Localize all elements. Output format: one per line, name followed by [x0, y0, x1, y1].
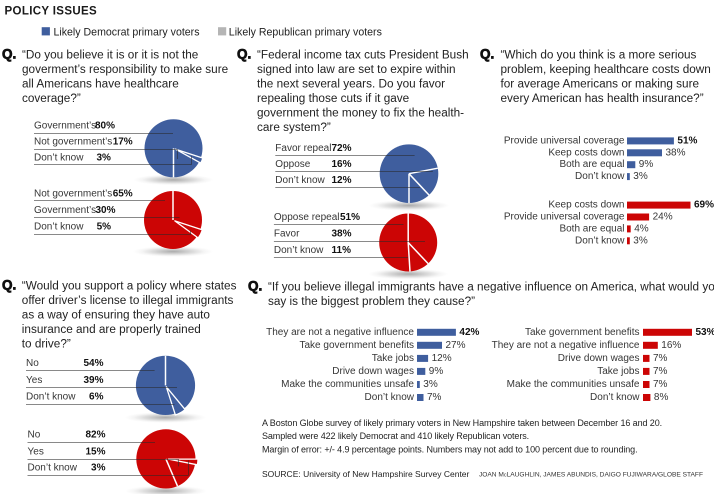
svg-text:42%: 42%: [459, 327, 479, 338]
svg-text:Government’s: Government’s: [34, 121, 96, 132]
svg-text:51%: 51%: [677, 135, 697, 146]
svg-text:Provide universal coverage: Provide universal coverage: [504, 212, 625, 223]
svg-text:Yes: Yes: [28, 446, 44, 457]
svg-text:Likely Republican primary vote: Likely Republican primary voters: [229, 26, 382, 38]
svg-text:Don’t know: Don’t know: [575, 171, 625, 182]
svg-text:3%: 3%: [91, 463, 106, 474]
svg-text:Q.: Q.: [237, 46, 251, 61]
svg-text:“Which do you think is a more: “Which do you think is a more serious pro…: [501, 48, 711, 105]
svg-text:7%: 7%: [653, 353, 668, 364]
svg-text:Keep costs down: Keep costs down: [548, 200, 624, 211]
svg-text:7%: 7%: [653, 366, 668, 377]
svg-text:Oppose repeal: Oppose repeal: [274, 212, 340, 223]
svg-text:Not government’s: Not government’s: [34, 188, 112, 199]
svg-text:3%: 3%: [423, 379, 438, 390]
svg-text:Both are equal: Both are equal: [559, 159, 624, 170]
svg-text:Take jobs: Take jobs: [597, 366, 639, 377]
svg-text:Favor: Favor: [274, 228, 300, 239]
svg-text:16%: 16%: [332, 159, 352, 170]
svg-text:Make the communities unsafe: Make the communities unsafe: [507, 379, 640, 390]
svg-text:Oppose: Oppose: [275, 159, 310, 170]
svg-text:They are not a negative influe: They are not a negative influence: [492, 340, 640, 351]
svg-text:“Do you believe it is or it is: “Do you believe it is or it is not the go…: [22, 48, 229, 105]
svg-text:Likely Democrat primary voters: Likely Democrat primary voters: [54, 26, 200, 38]
svg-text:Both are equal: Both are equal: [559, 223, 624, 234]
svg-text:51%: 51%: [340, 212, 360, 223]
svg-text:6%: 6%: [89, 391, 104, 402]
svg-text:“Federal income tax cuts Presi: “Federal income tax cuts President Bush s…: [257, 48, 469, 133]
svg-text:Q.: Q.: [2, 278, 16, 293]
svg-text:Provide universal coverage: Provide universal coverage: [504, 135, 625, 146]
svg-text:“Would you support a policy wh: “Would you support a policy where states…: [22, 280, 237, 351]
svg-text:Make the communities unsafe: Make the communities unsafe: [281, 379, 414, 390]
svg-text:A Boston Globe survey of likel: A Boston Globe survey of likely primary …: [262, 418, 662, 454]
svg-text:53%: 53%: [696, 327, 714, 338]
svg-text:5%: 5%: [97, 222, 112, 233]
svg-text:38%: 38%: [332, 228, 352, 239]
svg-text:Yes: Yes: [26, 375, 42, 386]
svg-text:Take government benefits: Take government benefits: [525, 327, 640, 338]
svg-text:Q.: Q.: [2, 46, 16, 61]
svg-text:Don’t know: Don’t know: [365, 392, 415, 403]
svg-text:39%: 39%: [83, 375, 103, 386]
svg-text:3%: 3%: [633, 235, 648, 246]
svg-text:9%: 9%: [429, 366, 444, 377]
svg-text:Favor repeal: Favor repeal: [275, 143, 331, 154]
svg-text:11%: 11%: [332, 245, 352, 256]
svg-text:12%: 12%: [332, 175, 352, 186]
svg-text:They are not a negative influe: They are not a negative influence: [266, 327, 414, 338]
svg-text:16%: 16%: [661, 340, 681, 351]
svg-text:7%: 7%: [653, 379, 668, 390]
svg-text:Government’s: Government’s: [34, 205, 96, 216]
svg-text:7%: 7%: [427, 392, 442, 403]
svg-text:3%: 3%: [97, 152, 112, 163]
svg-text:38%: 38%: [666, 147, 686, 158]
svg-text:Don’t know: Don’t know: [28, 463, 78, 474]
svg-text:17%: 17%: [113, 137, 133, 148]
svg-text:No: No: [28, 429, 41, 440]
svg-text:27%: 27%: [446, 340, 466, 351]
svg-text:3%: 3%: [633, 171, 648, 182]
svg-text:Don’t know: Don’t know: [34, 152, 84, 163]
svg-text:9%: 9%: [639, 159, 654, 170]
svg-text:Take jobs: Take jobs: [372, 353, 414, 364]
svg-text:SOURCE: University of New Hamp: SOURCE: University of New Hampshire Surv…: [262, 469, 470, 479]
svg-text:Drive down wages: Drive down wages: [332, 366, 414, 377]
svg-text:12%: 12%: [432, 353, 452, 364]
svg-text:No: No: [26, 358, 39, 369]
svg-text:Don’t know: Don’t know: [26, 391, 76, 402]
svg-text:Drive down wages: Drive down wages: [558, 353, 640, 364]
svg-text:Not government’s: Not government’s: [34, 137, 112, 148]
svg-text:POLICY ISSUES: POLICY ISSUES: [5, 5, 98, 17]
svg-text:4%: 4%: [634, 223, 649, 234]
svg-text:30%: 30%: [96, 205, 116, 216]
svg-text:Q.: Q.: [248, 279, 262, 294]
svg-text:“If you believe illegal immigr: “If you believe illegal immigrants have …: [268, 281, 714, 308]
svg-text:Don’t know: Don’t know: [34, 222, 84, 233]
svg-text:JOAN McLAUGHLIN, JAMES ABUNDIS: JOAN McLAUGHLIN, JAMES ABUNDIS, DAIGO FU…: [479, 471, 703, 478]
svg-text:54%: 54%: [83, 358, 103, 369]
svg-text:72%: 72%: [332, 143, 352, 154]
svg-text:Don’t know: Don’t know: [575, 235, 625, 246]
svg-text:65%: 65%: [113, 188, 133, 199]
svg-text:82%: 82%: [85, 429, 105, 440]
svg-text:15%: 15%: [85, 446, 105, 457]
svg-text:69%: 69%: [694, 200, 714, 211]
svg-text:Don’t know: Don’t know: [275, 175, 325, 186]
svg-text:Q.: Q.: [480, 46, 494, 61]
svg-text:Don’t know: Don’t know: [590, 392, 640, 403]
svg-text:24%: 24%: [653, 212, 673, 223]
svg-text:Take government benefits: Take government benefits: [299, 340, 414, 351]
svg-text:Keep costs down: Keep costs down: [548, 147, 624, 158]
svg-text:Don’t know: Don’t know: [274, 245, 324, 256]
svg-text:80%: 80%: [95, 121, 115, 132]
svg-text:8%: 8%: [654, 392, 669, 403]
